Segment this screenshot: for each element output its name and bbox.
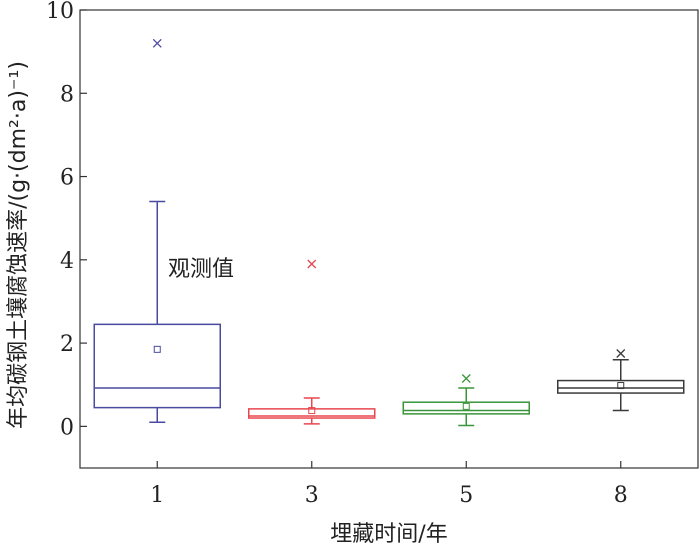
mean-marker (617, 382, 625, 390)
iqr-box (93, 323, 221, 409)
y-tick-label: 10 (46, 0, 74, 24)
y-tick-label: 2 (60, 332, 74, 357)
y-tick-label: 0 (60, 415, 74, 440)
mean-marker (308, 407, 316, 415)
y-tick-label: 4 (60, 249, 74, 274)
x-axis-label: 埋藏时间/年 (330, 522, 447, 547)
x-tick-label: 5 (459, 483, 473, 508)
plot-frame (79, 9, 699, 469)
observed-value-annotation: 观测值 (168, 257, 234, 282)
mean-marker (153, 345, 161, 353)
y-tick-label: 6 (60, 166, 74, 191)
iqr-box (402, 401, 530, 415)
x-tick-label: 3 (305, 483, 319, 508)
x-tick-label: 8 (614, 483, 628, 508)
y-tick-label: 8 (60, 82, 74, 107)
outlier-marker (616, 349, 626, 358)
outlier-marker (307, 259, 317, 269)
iqr-box (557, 379, 685, 394)
x-tick-label: 1 (150, 483, 164, 508)
plot-area: 0 2 4 6 8 10 1 3 5 8 (46, 0, 699, 508)
outlier-marker (461, 374, 471, 383)
y-axis-label: 年均碳钢土壤腐蚀速率/(g·(dm²·a)⁻¹) (6, 61, 31, 429)
mean-marker (462, 402, 470, 410)
iqr-box (248, 408, 376, 419)
outlier-marker (152, 38, 162, 48)
